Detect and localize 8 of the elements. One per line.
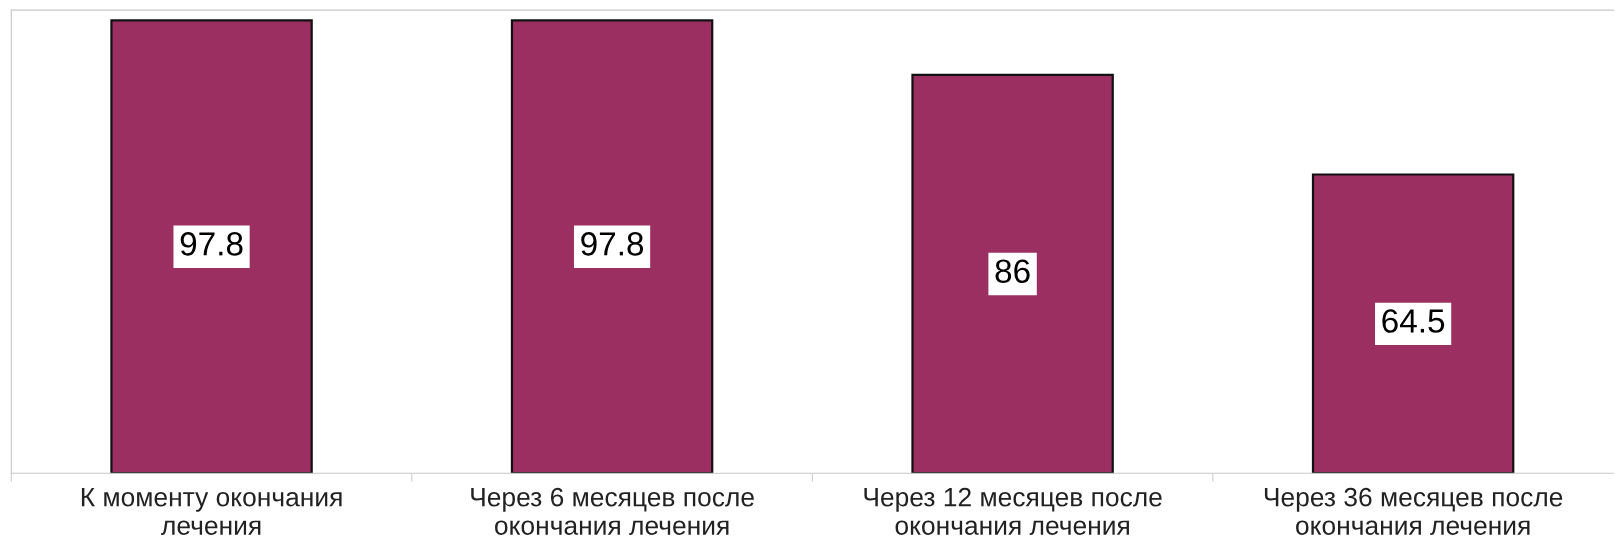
x-tick-label: Через 6 месяцев после окончания лечения <box>471 487 754 535</box>
data-label: 64.5 <box>1382 309 1445 333</box>
data-label: 86 <box>995 259 1030 284</box>
x-tick-label: Через 12 месяцев после окончания лечения <box>864 487 1162 535</box>
x-tick-label: К моменту окончания лечения <box>81 488 342 535</box>
x-tick-label: Через 36 месяцев после окончания лечения <box>1264 487 1563 535</box>
data-label: 97.8 <box>180 232 243 256</box>
data-label: 97.8 <box>581 232 644 256</box>
